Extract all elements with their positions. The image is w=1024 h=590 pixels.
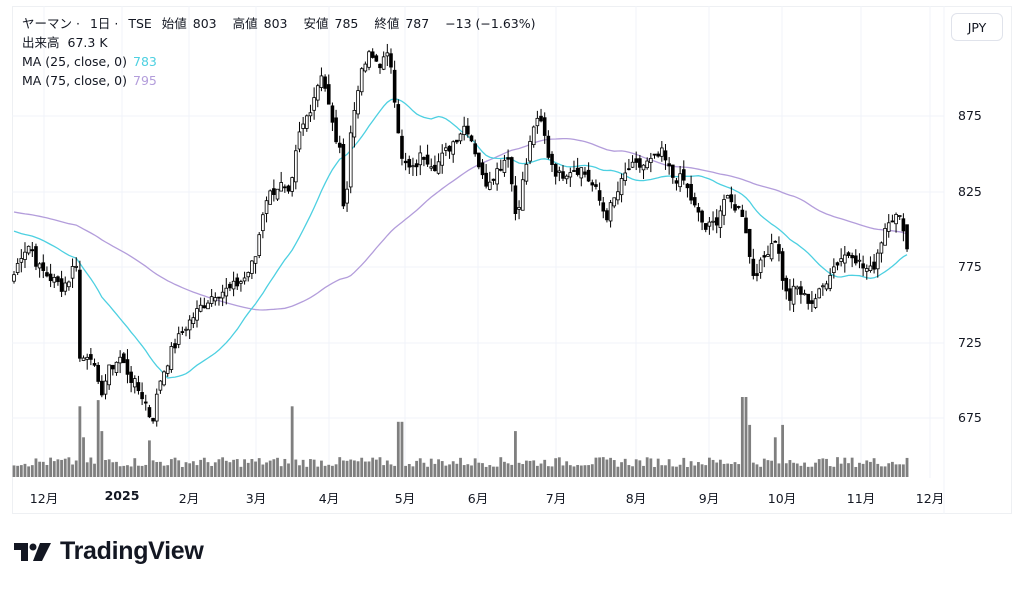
time-tick-label: 8月 (625, 491, 647, 506)
price-tick-label: 825 (958, 184, 982, 199)
time-tick-label: 9月 (698, 491, 720, 506)
chart-legend: ヤーマン · 1日 · TSE 始値 803 高値 803 安値 785 終値 787 … (22, 14, 542, 90)
time-tick-label: 2025 (104, 488, 140, 503)
volume-legend-row[interactable]: 出来高 67.3 K (22, 33, 542, 52)
high-value: 高値 803 (232, 16, 288, 31)
time-tick-label: 6月 (467, 491, 489, 506)
candlesticks (12, 43, 909, 427)
ma75-legend-row[interactable]: MA (75, close, 0) 795 (22, 71, 542, 90)
time-tick-label: 10月 (767, 491, 797, 506)
volume-bars (12, 397, 909, 477)
time-tick-label: 4月 (318, 491, 340, 506)
time-tick-label: 2月 (178, 491, 200, 506)
ma25-legend-row[interactable]: MA (25, close, 0) 783 (22, 52, 542, 71)
low-value: 安値 785 (303, 16, 359, 31)
close-value: 終値 787 (374, 16, 430, 31)
legend-title-row: ヤーマン · 1日 · TSE 始値 803 高値 803 安値 785 終値 787 … (22, 16, 536, 31)
ma75-line (13, 137, 908, 311)
time-tick-label: 7月 (545, 491, 567, 506)
price-chart[interactable] (12, 6, 1012, 514)
price-tick-label: 775 (958, 259, 982, 274)
ma25-value: 783 (133, 54, 157, 69)
price-tick-label: 875 (958, 108, 982, 123)
time-tick-label: 11月 (846, 491, 876, 506)
interval[interactable]: 1日 (89, 16, 111, 31)
currency-button[interactable]: JPY (951, 13, 1003, 41)
volume-label: 出来高 (22, 35, 60, 50)
change-value: −13 (−1.63%) (445, 16, 536, 31)
tradingview-logo[interactable]: TradingView (14, 537, 204, 566)
time-tick-label: 3月 (245, 491, 267, 506)
open-value: 始値 803 (161, 16, 217, 31)
time-tick-label: 5月 (394, 491, 416, 506)
symbol-name[interactable]: ヤーマン (22, 16, 73, 31)
price-tick-label: 675 (958, 410, 982, 425)
tradingview-logo-text: TradingView (60, 537, 204, 565)
exchange: TSE (128, 16, 152, 31)
price-tick-label: 725 (958, 335, 982, 350)
ma75-value: 795 (133, 73, 157, 88)
ma25-label: MA (25, close, 0) (22, 54, 128, 69)
time-tick-label: 12月 (29, 491, 59, 506)
ma75-label: MA (75, close, 0) (22, 73, 128, 88)
volume-value: 67.3 K (67, 35, 108, 50)
tradingview-logo-icon (14, 542, 51, 561)
time-tick-label: 12月 (915, 491, 945, 506)
